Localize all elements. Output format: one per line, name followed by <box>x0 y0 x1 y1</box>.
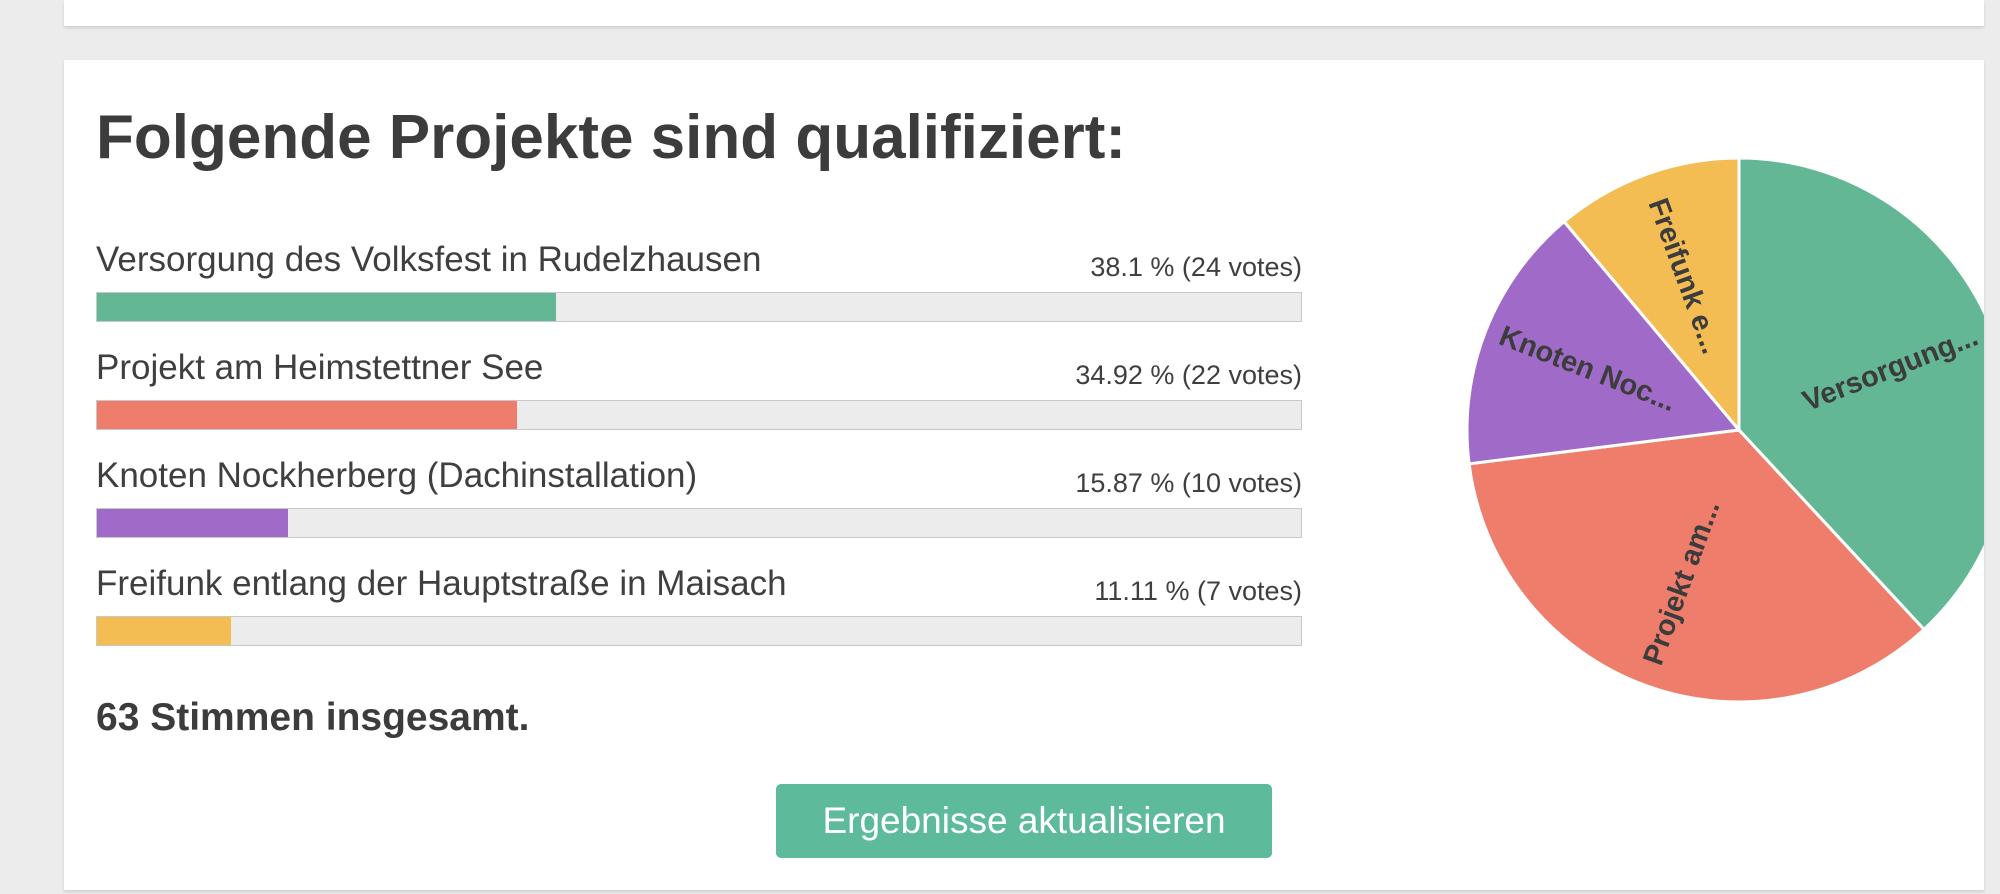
progress-bar-fill <box>97 617 231 645</box>
result-percent: 15.87 % (10 votes) <box>1075 468 1302 498</box>
result-label: Versorgung des Volksfest in Rudelzhausen <box>96 240 762 279</box>
progress-bar-track <box>96 616 1302 646</box>
pie-slice-versorgung <box>1737 156 1984 632</box>
progress-bar-track <box>96 292 1302 322</box>
progress-bar-track <box>96 400 1302 430</box>
results-card: Folgende Projekte sind qualifiziert: Ver… <box>64 60 1984 890</box>
pie-slice-knoten <box>1465 219 1742 466</box>
total-votes: 63 Stimmen insgesamt. <box>96 696 530 739</box>
pie-chart: Versorgung... Projekt am... Knoten Noc... F… <box>1394 60 1984 710</box>
result-label: Freifunk entlang der Hauptstraße in Mais… <box>96 564 787 603</box>
result-label: Knoten Nockherberg (Dachinstallation) <box>96 456 698 495</box>
result-percent: 11.11 % (7 votes) <box>1094 576 1302 606</box>
result-row-versorgung: Versorgung des Volksfest in Rudelzhausen… <box>96 240 1302 348</box>
result-percent: 34.92 % (22 votes) <box>1075 360 1302 390</box>
pie-chart-svg: Versorgung...Projekt am...Knoten Noc...F… <box>1465 156 1984 704</box>
pie-slice-freifunk <box>1562 156 1741 435</box>
previous-card <box>64 0 1984 26</box>
result-row-knoten: Knoten Nockherberg (Dachinstallation) 15… <box>96 456 1302 564</box>
results-list: Versorgung des Volksfest in Rudelzhausen… <box>96 240 1302 672</box>
refresh-results-button[interactable]: Ergebnisse aktualisieren <box>776 784 1272 858</box>
progress-bar-fill <box>97 509 289 537</box>
progress-bar-fill <box>97 293 556 321</box>
progress-bar-track <box>96 508 1302 538</box>
pie-slice-projekt <box>1467 428 1927 704</box>
result-row-freifunk: Freifunk entlang der Hauptstraße in Mais… <box>96 564 1302 672</box>
page-title: Folgende Projekte sind qualifiziert: <box>96 103 1127 172</box>
result-percent: 38.1 % (24 votes) <box>1090 252 1302 282</box>
result-row-projekt: Projekt am Heimstettner See 34.92 % (22 … <box>96 348 1302 456</box>
progress-bar-fill <box>97 401 518 429</box>
result-label: Projekt am Heimstettner See <box>96 348 544 387</box>
